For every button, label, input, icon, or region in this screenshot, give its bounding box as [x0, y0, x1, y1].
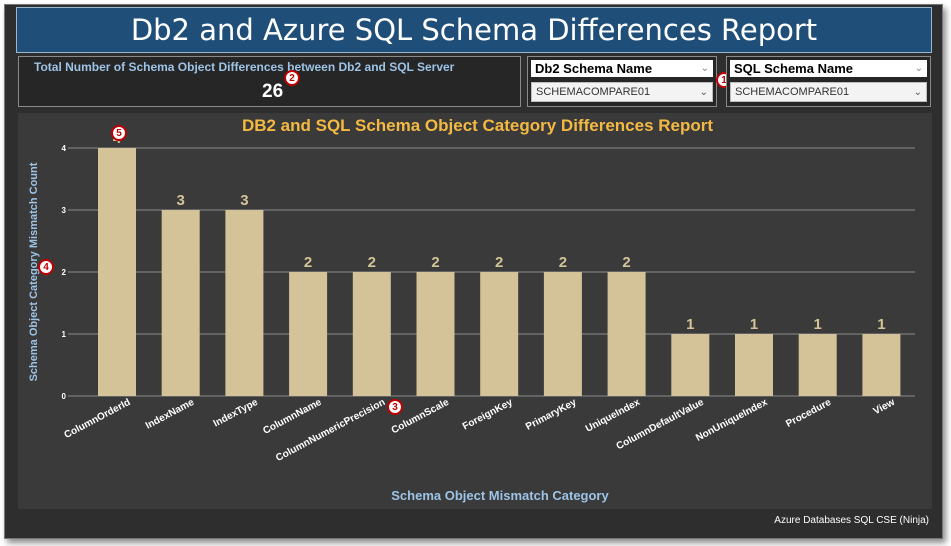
bar-NonUniqueIndex[interactable] — [735, 334, 773, 396]
data-label: 1 — [686, 316, 694, 333]
x-tick-label: NonUniqueIndex — [694, 397, 770, 444]
data-label: 2 — [304, 254, 312, 271]
sql-slicer-header[interactable]: SQL Schema Name ⌄ — [730, 60, 927, 77]
db2-slicer-header[interactable]: Db2 Schema Name ⌄ — [531, 60, 713, 77]
bar-IndexName[interactable] — [161, 210, 200, 396]
data-label: 3 — [240, 192, 248, 209]
x-tick-label: ColumnNumericPrecision — [274, 397, 387, 464]
y-tick-label: 1 — [62, 330, 67, 339]
kpi-value: 26 — [262, 81, 284, 102]
bar-ColumnNumericPrecision[interactable] — [352, 272, 391, 396]
x-tick-label: ColumnName — [261, 397, 323, 437]
y-axis-title: Schema Object Category Mismatch Count — [28, 162, 40, 382]
bar-UniqueIndex[interactable] — [607, 272, 646, 396]
data-label: 1 — [877, 316, 885, 333]
db2-schema-slicer[interactable]: Db2 Schema Name ⌄ SCHEMACOMPARE01 ⌄ — [527, 56, 717, 107]
x-tick-label: UniqueIndex — [584, 397, 643, 435]
callout-badge-2: 2 — [284, 70, 300, 86]
data-label: 3 — [177, 192, 185, 209]
chart-title: DB2 and SQL Schema Object Category Diffe… — [241, 116, 714, 135]
x-axis-title: Schema Object Mismatch Category — [391, 488, 609, 503]
chevron-down-icon[interactable]: ⌄ — [699, 86, 708, 98]
data-label: 2 — [622, 254, 630, 271]
bar-View[interactable] — [862, 334, 901, 396]
data-label: 2 — [559, 254, 567, 271]
x-tick-label: IndexType — [212, 397, 261, 430]
x-tick-label: Procedure — [784, 397, 833, 430]
sql-schema-selected: SCHEMACOMPARE01 — [735, 86, 850, 98]
db2-schema-dropdown[interactable]: SCHEMACOMPARE01 ⌄ — [531, 82, 713, 102]
bar-Procedure[interactable] — [798, 334, 837, 396]
footer-credit: Azure Databases SQL CSE (Ninja) — [774, 515, 929, 526]
data-label: 2 — [368, 254, 376, 271]
bar-ColumnDefaultValue[interactable] — [671, 334, 710, 396]
callout-badge-5: 5 — [111, 125, 127, 141]
x-tick-label: ColumnOrderId — [62, 397, 132, 441]
y-tick-label: 0 — [62, 392, 67, 401]
x-tick-label: IndexName — [144, 397, 197, 432]
bar-IndexType[interactable] — [225, 210, 264, 396]
data-label: 2 — [495, 254, 503, 271]
report-title: Db2 and Azure SQL Schema Differences Rep… — [130, 13, 818, 47]
report-header: Db2 and Azure SQL Schema Differences Rep… — [16, 7, 932, 53]
callout-badge-3: 3 — [387, 399, 403, 415]
kpi-label: Total Number of Schema Object Difference… — [34, 60, 455, 74]
kpi-card[interactable]: Total Number of Schema Object Difference… — [18, 56, 521, 107]
sql-schema-dropdown[interactable]: SCHEMACOMPARE01 ⌄ — [730, 82, 927, 102]
db2-schema-selected: SCHEMACOMPARE01 — [536, 86, 651, 98]
x-tick-label: View — [872, 397, 897, 417]
y-tick-label: 3 — [62, 206, 67, 215]
bar-ColumnScale[interactable] — [416, 272, 455, 396]
sql-slicer-title: SQL Schema Name — [734, 61, 853, 76]
chevron-down-icon[interactable]: ⌄ — [914, 63, 923, 74]
bar-ForeignKey[interactable] — [480, 272, 519, 396]
data-label: 2 — [431, 254, 439, 271]
bar-ColumnName[interactable] — [289, 272, 328, 396]
data-label: 1 — [750, 316, 758, 333]
db2-slicer-title: Db2 Schema Name — [535, 61, 653, 76]
x-tick-label: PrimaryKey — [524, 397, 579, 433]
data-label: 1 — [814, 316, 822, 333]
callout-badge-4: 4 — [38, 259, 54, 275]
chevron-down-icon[interactable]: ⌄ — [700, 63, 709, 74]
bar-ColumnOrderId[interactable] — [98, 148, 136, 396]
sql-schema-slicer[interactable]: SQL Schema Name ⌄ SCHEMACOMPARE01 ⌄ — [726, 56, 931, 107]
bar-PrimaryKey[interactable] — [543, 272, 582, 396]
y-tick-label: 4 — [62, 144, 67, 153]
x-tick-label: ForeignKey — [461, 397, 515, 433]
y-tick-label: 2 — [62, 268, 67, 277]
chevron-down-icon[interactable]: ⌄ — [913, 86, 922, 98]
